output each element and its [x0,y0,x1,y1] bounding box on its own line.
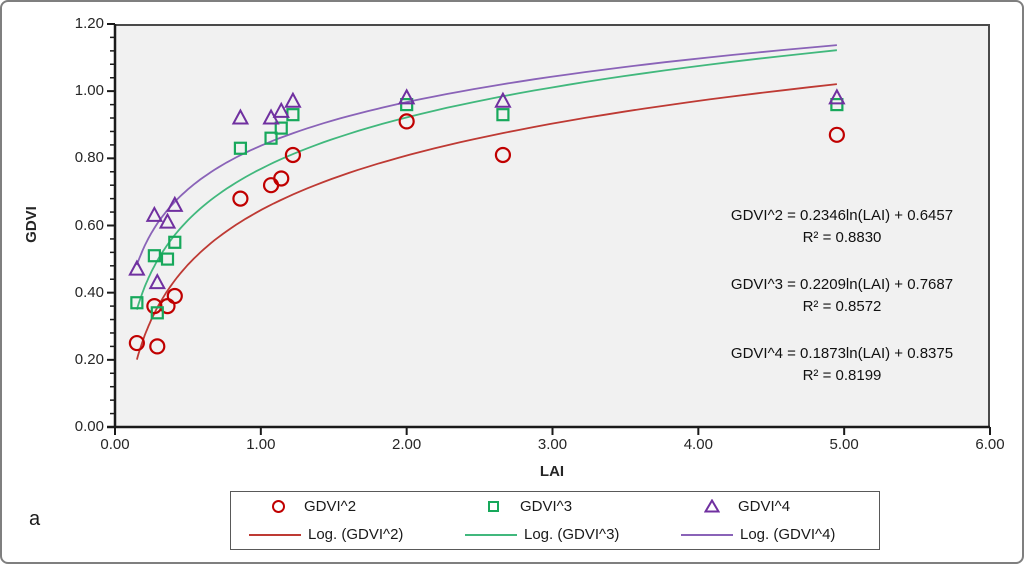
point-gdvi3 [160,252,175,266]
point-gdvi3 [400,97,414,112]
point-gdvi3 [168,235,182,249]
point-gdvi3 [150,306,164,320]
point-gdvi3 [233,141,248,155]
point-gdvi4 [272,101,290,118]
point-gdvi2 [232,190,249,207]
r2-line: R² = 0.8830 [802,229,882,246]
equation-annotations: GDVI^2 = 0.2346ln(LAI) + 0.6457 R² = 0.8… [692,205,992,412]
point-gdvi2 [128,334,145,352]
plot-border [115,24,990,427]
y-tick-label: 0.40 [74,283,104,301]
legend-box: GDVI^2 GDVI^3 GDVI^4 Log. (GDVI^2) Log. … [230,491,880,550]
y-tick-label: 0.00 [74,418,104,435]
legend-item-gdvi4: GDVI^4 [663,492,879,521]
point-gdvi4 [128,259,146,276]
equation-block-gdvi2: GDVI^2 = 0.2346ln(LAI) + 0.6457 R² = 0.8… [692,205,992,249]
equation-line: GDVI^3 = 0.2209ln(LAI) + 0.7687 [730,276,954,293]
x-tick-label: 5.00 [829,436,859,453]
point-gdvi4 [145,205,164,222]
legend-item-log-gdvi4: Log. (GDVI^4) [663,521,879,550]
point-gdvi4 [158,212,177,229]
x-tick-label: 1.00 [246,436,276,453]
point-gdvi4 [148,272,166,290]
y-tick-label: 1.20 [74,15,104,32]
legend-label: Log. (GDVI^4) [740,526,836,544]
point-gdvi2 [494,146,512,164]
point-gdvi2 [166,287,183,305]
point-gdvi3 [496,108,510,122]
point-gdvi3 [830,97,844,112]
circle-marker-icon [272,499,285,513]
trendline-gdvi3 [136,49,837,310]
legend-item-log-gdvi3: Log. (GDVI^3) [447,521,663,550]
plot-area [115,24,990,427]
y-tick-label: 0.80 [74,149,104,167]
square-marker-icon [488,500,499,512]
equation-block-gdvi3: GDVI^3 = 0.2209ln(LAI) + 0.7687 R² = 0.8… [692,274,992,318]
legend-item-gdvi3: GDVI^3 [447,492,663,521]
y-tick-label: 1.00 [74,82,104,100]
point-gdvi3 [147,249,161,263]
x-tick-label: 2.00 [392,436,422,453]
point-gdvi2 [284,146,302,164]
y-tick-label: 0.20 [74,350,104,368]
legend-label: Log. (GDVI^3) [524,526,620,544]
y-axis-title: GDVI [22,206,40,243]
panel-label: a [29,508,41,530]
equation-line: GDVI^2 = 0.2346ln(LAI) + 0.6457 [730,207,954,224]
x-tick-label: 4.00 [683,436,713,453]
point-gdvi3 [274,121,288,135]
legend-label: GDVI^2 [304,497,357,515]
x-tick-label: 3.00 [537,436,568,453]
trendline-swatch-icon [681,533,733,536]
point-gdvi4 [494,91,512,108]
point-gdvi2 [149,338,166,355]
point-gdvi4 [231,108,250,125]
y-tick-label: 0.60 [74,216,104,234]
point-gdvi3 [264,131,278,145]
legend-item-log-gdvi2: Log. (GDVI^2) [231,521,447,550]
trendline-swatch-icon [465,533,517,536]
r2-line: R² = 0.8199 [802,367,882,384]
point-gdvi4 [166,195,184,212]
trendline-swatch-icon [249,533,301,536]
trendline-gdvi4 [136,44,837,266]
point-gdvi2 [398,113,415,130]
point-gdvi3 [130,296,144,310]
point-gdvi2 [828,126,845,143]
legend-label: GDVI^3 [520,497,573,515]
legend-label: Log. (GDVI^2) [308,526,404,544]
x-tick-label: 0.00 [100,436,130,453]
r2-line: R² = 0.8572 [802,298,882,315]
point-gdvi4 [397,88,416,105]
point-gdvi4 [828,88,846,105]
equation-block-gdvi4: GDVI^4 = 0.1873ln(LAI) + 0.8375 R² = 0.8… [692,343,992,387]
x-tick-label: 6.00 [975,436,1005,453]
point-gdvi4 [284,91,302,108]
x-axis-title: LAI [539,463,565,480]
point-gdvi2 [273,170,290,187]
legend-label: GDVI^4 [738,497,791,515]
equation-line: GDVI^4 = 0.1873ln(LAI) + 0.8375 [730,345,954,362]
legend-item-gdvi2: GDVI^2 [231,492,447,521]
triangle-marker-icon [704,499,720,513]
